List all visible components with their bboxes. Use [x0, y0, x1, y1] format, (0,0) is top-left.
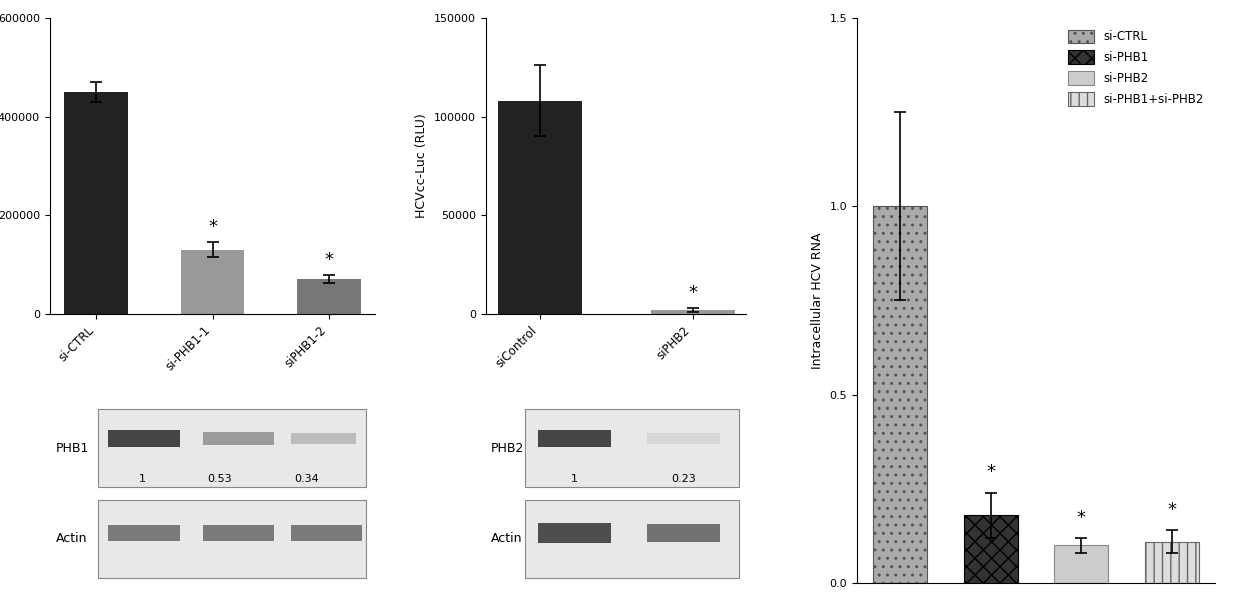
Bar: [497, 101, 582, 314]
Text: 0.23: 0.23: [672, 474, 697, 484]
Text: 0.34: 0.34: [295, 474, 320, 484]
FancyBboxPatch shape: [538, 430, 611, 447]
Text: PHB1: PHB1: [56, 441, 89, 455]
Bar: [873, 206, 928, 583]
FancyBboxPatch shape: [203, 525, 274, 541]
Text: *: *: [1076, 509, 1086, 527]
Legend: si-CTRL, si-PHB1, si-PHB2, si-PHB1+si-PHB2: si-CTRL, si-PHB1, si-PHB2, si-PHB1+si-PH…: [1061, 24, 1209, 112]
FancyBboxPatch shape: [538, 523, 611, 543]
FancyBboxPatch shape: [98, 409, 366, 487]
Text: *: *: [208, 218, 217, 236]
Bar: [1054, 546, 1109, 583]
Text: Actin: Actin: [491, 532, 522, 545]
Y-axis label: HCVcc-Luc (RLU): HCVcc-Luc (RLU): [415, 114, 429, 218]
Y-axis label: Intracellular HCV RNA: Intracellular HCV RNA: [811, 232, 823, 369]
FancyBboxPatch shape: [108, 430, 180, 447]
Text: 1: 1: [139, 474, 146, 484]
FancyBboxPatch shape: [290, 525, 362, 541]
Text: 0.53: 0.53: [207, 474, 232, 484]
Text: Actin: Actin: [56, 532, 88, 545]
Bar: [1145, 541, 1199, 583]
Text: *: *: [1167, 501, 1177, 519]
Bar: [963, 515, 1018, 583]
Bar: [64, 92, 128, 314]
Text: *: *: [324, 252, 334, 270]
FancyBboxPatch shape: [647, 524, 720, 543]
Text: *: *: [986, 464, 996, 481]
FancyBboxPatch shape: [525, 409, 739, 487]
Text: 1: 1: [570, 474, 578, 484]
Text: *: *: [688, 284, 697, 302]
FancyBboxPatch shape: [98, 500, 366, 578]
Text: PHB2: PHB2: [491, 441, 525, 455]
FancyBboxPatch shape: [525, 500, 739, 578]
FancyBboxPatch shape: [290, 433, 356, 444]
Bar: [296, 279, 361, 314]
Bar: [651, 310, 734, 314]
FancyBboxPatch shape: [108, 525, 180, 541]
FancyBboxPatch shape: [203, 433, 274, 445]
Bar: [181, 250, 244, 314]
FancyBboxPatch shape: [647, 433, 720, 444]
